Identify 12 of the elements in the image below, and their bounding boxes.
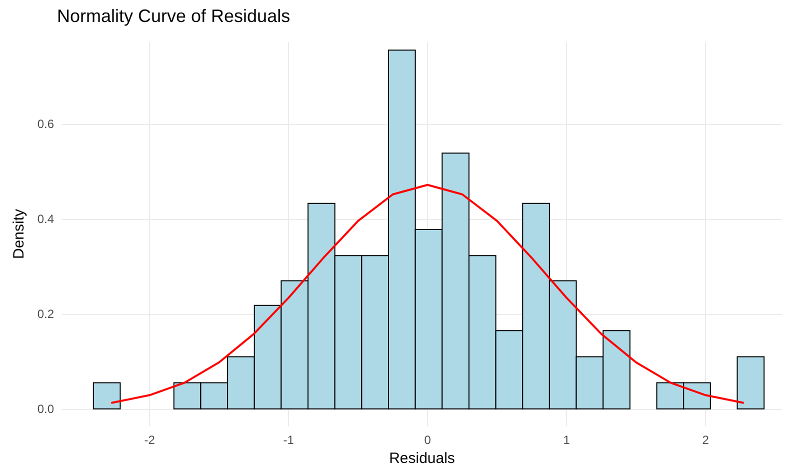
x-tick-label: 1	[563, 433, 570, 447]
x-tick-label: -2	[144, 433, 156, 447]
y-tick-label: 0.6	[37, 117, 54, 132]
x-tick-label: -1	[283, 433, 294, 447]
y-tick-label: 0.0	[37, 402, 54, 416]
x-tick-label: 0	[424, 433, 432, 447]
x-axis-title: Residuals	[389, 450, 455, 467]
y-tick-label: 0.2	[37, 306, 54, 321]
y-axis-title: Density	[10, 208, 28, 260]
y-tick-label: 0.4	[37, 212, 54, 226]
x-tick-label: 2	[702, 433, 710, 447]
chart-title: Normality Curve of Residuals	[57, 6, 290, 26]
